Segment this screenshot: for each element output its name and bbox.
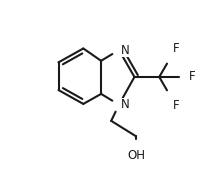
Text: OH: OH bbox=[127, 149, 145, 162]
Text: N: N bbox=[121, 44, 130, 57]
Text: F: F bbox=[189, 70, 195, 83]
Text: F: F bbox=[173, 42, 180, 55]
Text: F: F bbox=[173, 99, 180, 112]
Text: N: N bbox=[121, 98, 130, 111]
